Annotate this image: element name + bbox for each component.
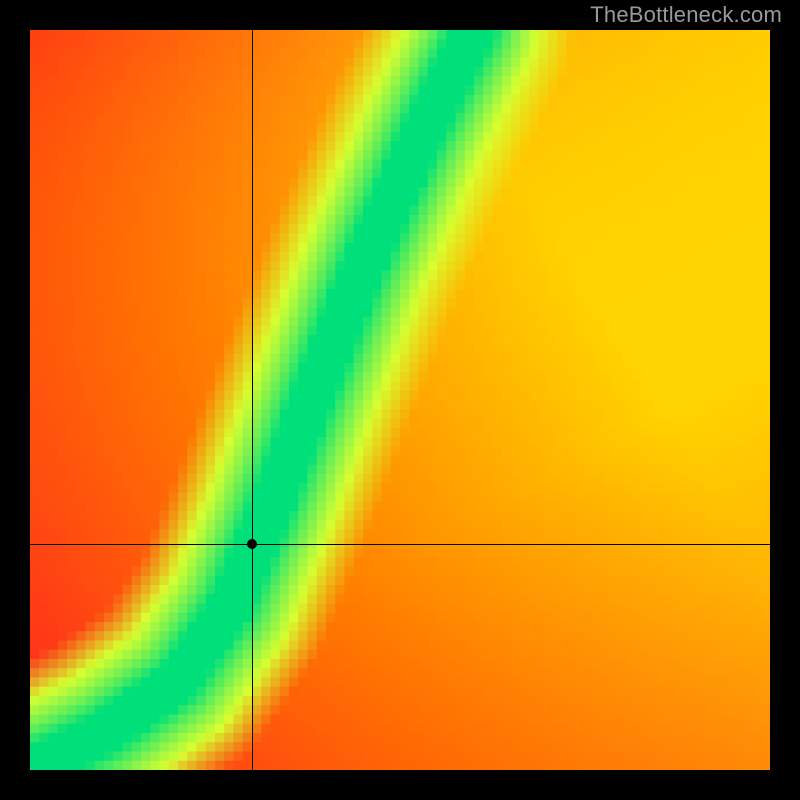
- plot-area: [30, 30, 770, 770]
- crosshair-horizontal: [30, 544, 770, 545]
- heatmap-canvas: [30, 30, 770, 770]
- watermark-text: TheBottleneck.com: [590, 2, 782, 28]
- crosshair-vertical: [252, 30, 253, 770]
- chart-frame: TheBottleneck.com: [0, 0, 800, 800]
- crosshair-dot: [247, 539, 257, 549]
